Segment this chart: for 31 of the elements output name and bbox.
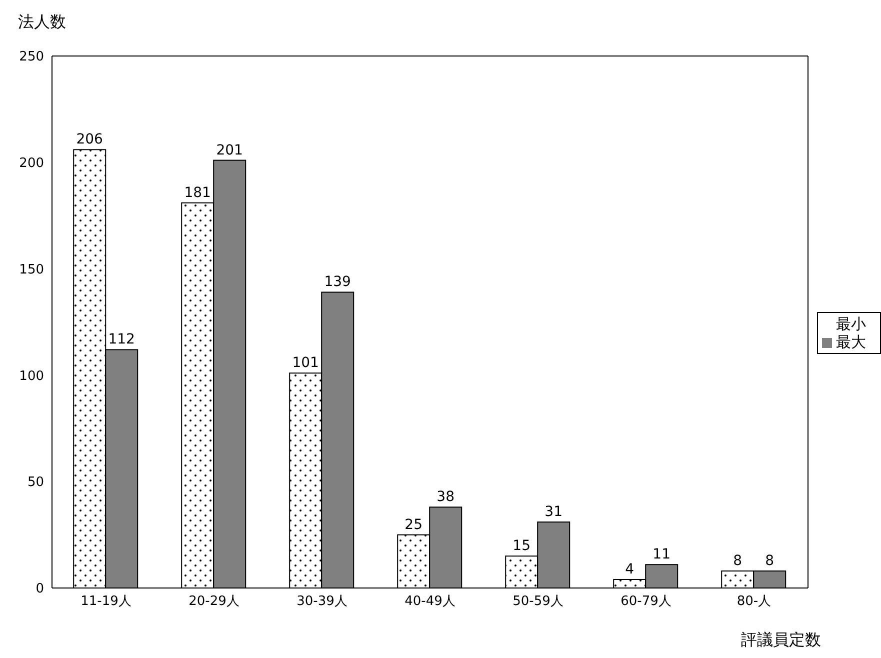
data-label: 31: [544, 504, 563, 520]
legend-label: 最大: [836, 333, 866, 351]
text: 最小: [836, 315, 866, 333]
y-tick-label: 200: [19, 156, 44, 172]
x-tick-label: 20-29人: [188, 594, 240, 610]
x-tick-label: 40-49人: [404, 594, 456, 610]
y-tick-label: 50: [27, 475, 44, 490]
data-label: 8: [733, 552, 742, 569]
data-label: 38: [436, 489, 455, 506]
data-label: 101: [292, 355, 319, 372]
data-label: 15: [512, 538, 531, 554]
x-tick-label: 50-59人: [512, 594, 564, 610]
data-label: 139: [324, 274, 351, 290]
data-label: 11: [652, 546, 671, 563]
data-label: 25: [404, 516, 423, 533]
data-label: 4: [625, 561, 634, 578]
y-tick-label: 0: [36, 582, 44, 597]
data-label: 8: [765, 552, 774, 569]
x-tick-label: 80-人: [736, 594, 772, 610]
data-label: 181: [184, 184, 211, 201]
data-label: 112: [108, 332, 135, 348]
data-label: 201: [216, 142, 243, 158]
x-tick-label: 11-19人: [80, 594, 132, 610]
y-axis-title: 法人数: [18, 12, 66, 33]
x-tick-label: 30-39人: [296, 594, 348, 610]
y-tick-label: 150: [19, 262, 44, 278]
x-tick-label: 60-79人: [620, 594, 672, 610]
y-tick-label: 250: [19, 50, 44, 65]
y-tick-label: 100: [19, 368, 44, 384]
data-label: 206: [76, 132, 104, 148]
x-axis-title: 評議員定数: [741, 630, 821, 651]
